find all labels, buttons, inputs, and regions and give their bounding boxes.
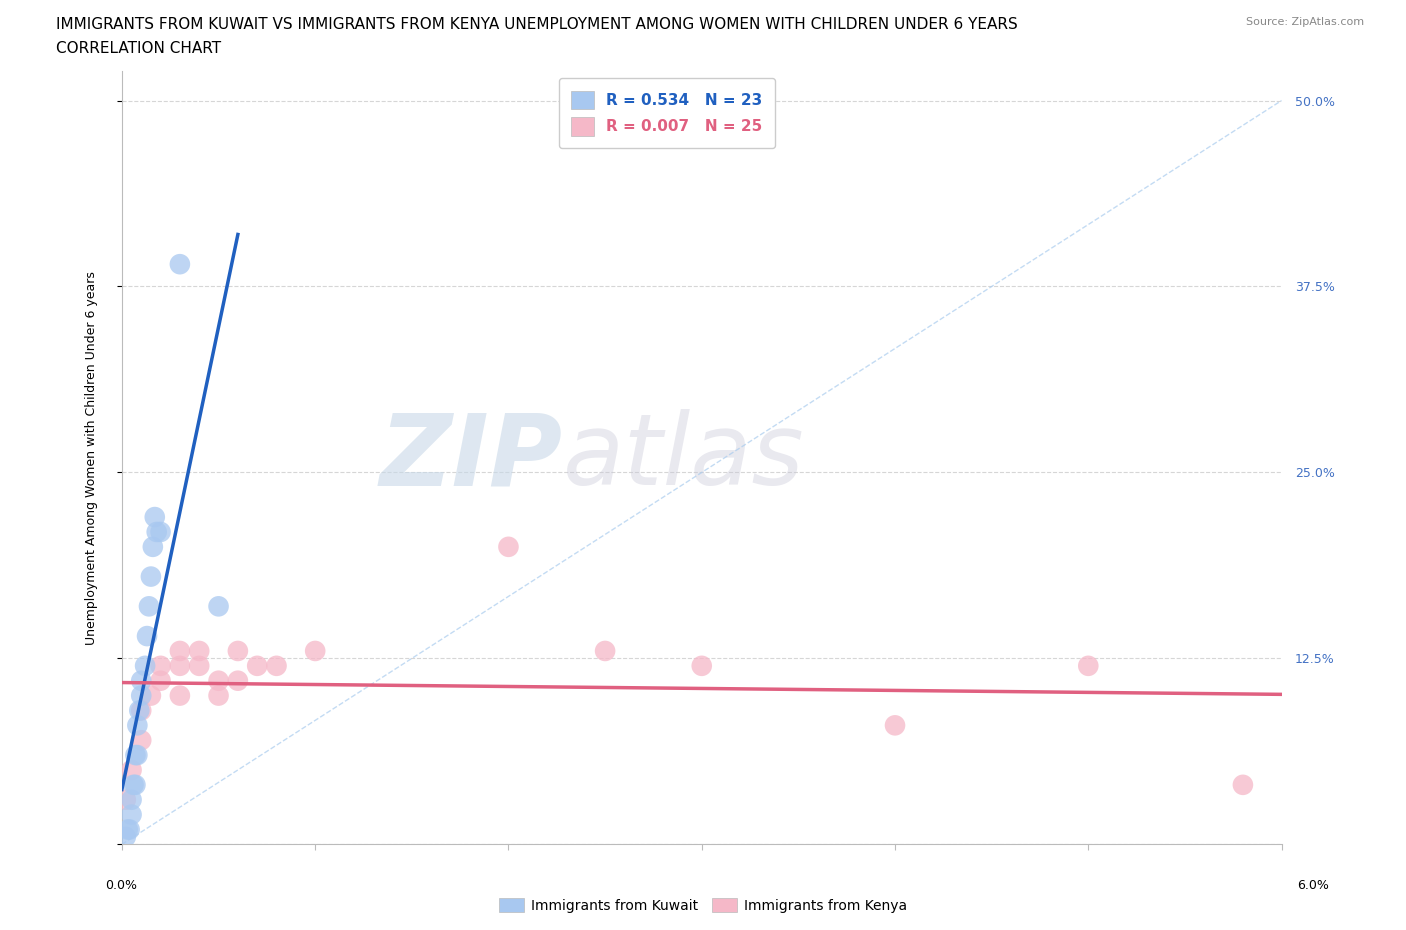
Point — [117, 822, 139, 837]
Point — [207, 688, 229, 703]
Point — [593, 644, 616, 658]
Point — [304, 644, 326, 658]
Point — [1077, 658, 1099, 673]
Text: 0.0%: 0.0% — [105, 879, 138, 892]
Point — [226, 673, 249, 688]
Point — [121, 792, 143, 807]
Text: IMMIGRANTS FROM KUWAIT VS IMMIGRANTS FROM KENYA UNEMPLOYMENT AMONG WOMEN WITH CH: IMMIGRANTS FROM KUWAIT VS IMMIGRANTS FRO… — [56, 17, 1018, 32]
Point — [142, 539, 165, 554]
Point — [1232, 777, 1254, 792]
Point — [188, 644, 211, 658]
Point — [169, 644, 191, 658]
Text: ZIP: ZIP — [380, 409, 562, 506]
Point — [136, 629, 159, 644]
Point — [124, 748, 146, 763]
Legend: Immigrants from Kuwait, Immigrants from Kenya: Immigrants from Kuwait, Immigrants from … — [494, 893, 912, 919]
Point — [128, 703, 150, 718]
Text: CORRELATION CHART: CORRELATION CHART — [56, 41, 221, 56]
Point — [124, 777, 146, 792]
Point — [139, 688, 162, 703]
Point — [122, 777, 145, 792]
Point — [169, 257, 191, 272]
Point — [498, 539, 520, 554]
Point — [149, 658, 172, 673]
Text: 6.0%: 6.0% — [1296, 879, 1329, 892]
Point — [884, 718, 907, 733]
Point — [114, 792, 136, 807]
Point — [127, 718, 149, 733]
Point — [169, 658, 191, 673]
Point — [129, 733, 152, 748]
Point — [145, 525, 167, 539]
Point — [207, 599, 229, 614]
Point — [266, 658, 288, 673]
Point — [207, 673, 229, 688]
Point — [188, 658, 211, 673]
Point — [169, 688, 191, 703]
Point — [690, 658, 713, 673]
Point — [129, 673, 152, 688]
Point — [127, 748, 149, 763]
Point — [149, 525, 172, 539]
Point — [138, 599, 160, 614]
Point — [143, 510, 166, 525]
Point — [118, 822, 141, 837]
Point — [129, 703, 152, 718]
Point — [134, 658, 156, 673]
Point — [121, 807, 143, 822]
Point — [114, 830, 136, 844]
Point — [121, 763, 143, 777]
Text: Source: ZipAtlas.com: Source: ZipAtlas.com — [1246, 17, 1364, 27]
Point — [139, 569, 162, 584]
Point — [246, 658, 269, 673]
Point — [129, 688, 152, 703]
Y-axis label: Unemployment Among Women with Children Under 6 years: Unemployment Among Women with Children U… — [86, 271, 98, 644]
Point — [149, 673, 172, 688]
Legend: R = 0.534   N = 23, R = 0.007   N = 25: R = 0.534 N = 23, R = 0.007 N = 25 — [560, 78, 775, 148]
Point — [226, 644, 249, 658]
Text: atlas: atlas — [562, 409, 804, 506]
